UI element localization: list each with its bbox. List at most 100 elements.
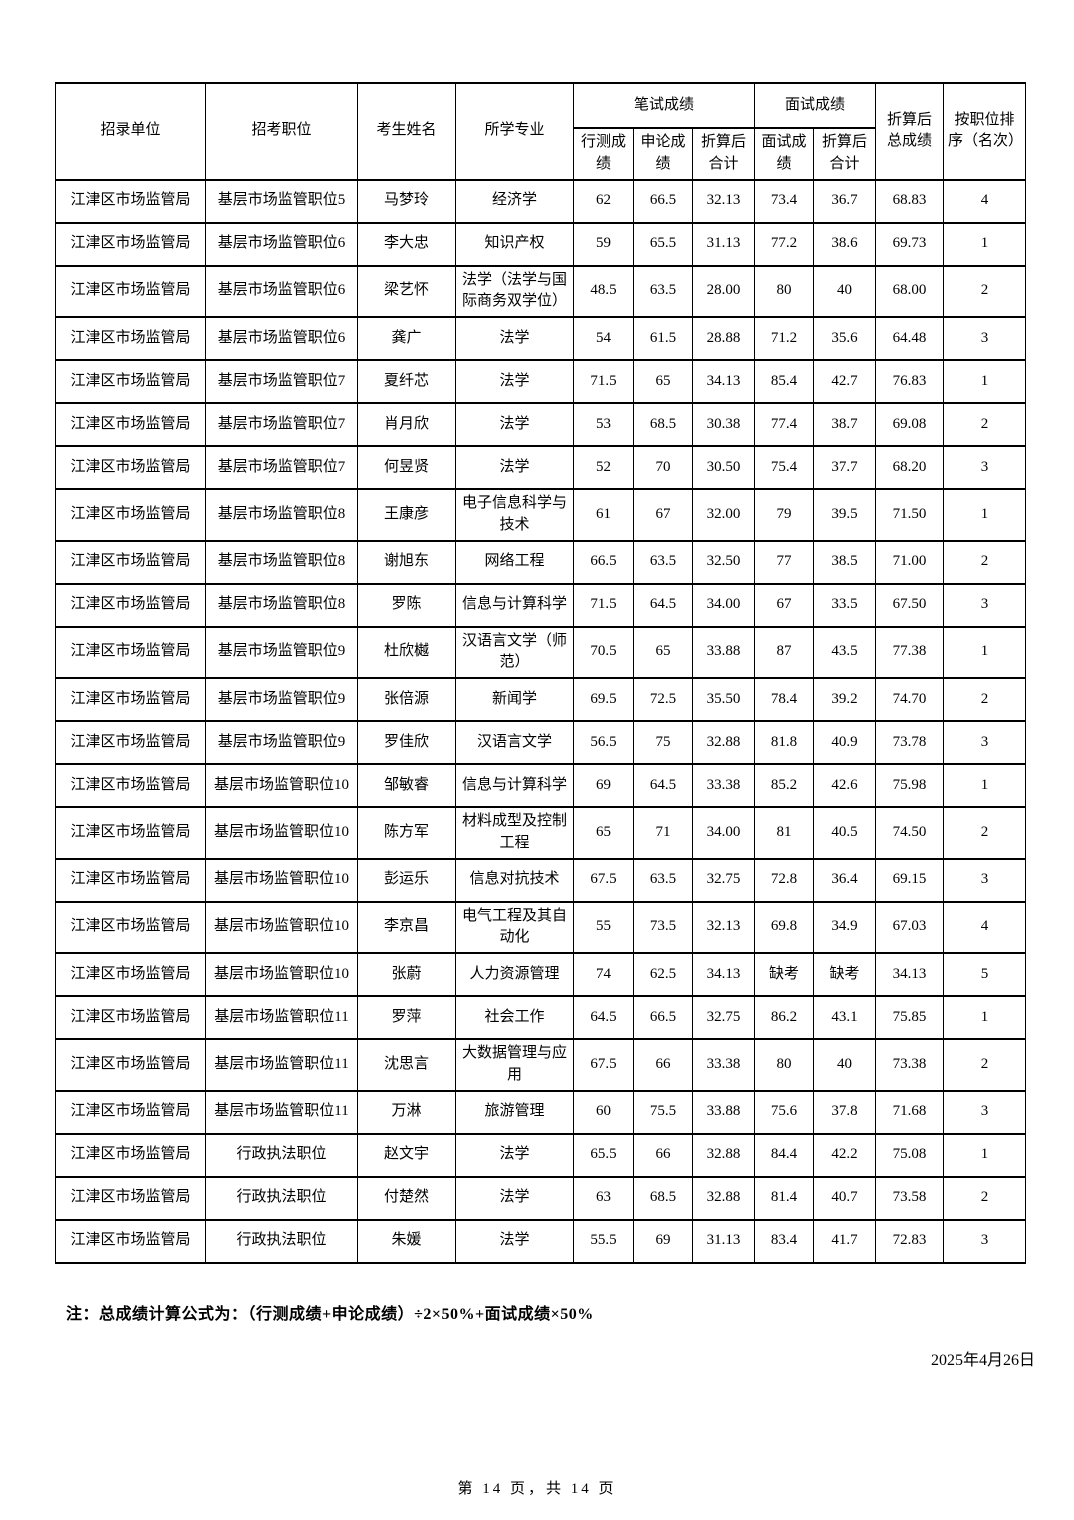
table-cell-interview-score: 77.4 — [754, 402, 815, 447]
table-cell-name: 罗萍 — [357, 995, 456, 1040]
table-cell-written-converted: 34.13 — [691, 359, 756, 404]
table-cell-xingce: 55.5 — [573, 1218, 634, 1264]
table-cell-rank: 1 — [943, 488, 1027, 542]
table-cell-shenlun: 63.5 — [633, 539, 693, 585]
table-cell-interview-converted: 43.5 — [813, 625, 877, 679]
table-cell-unit: 江津区市场监管局 — [55, 539, 206, 585]
table-row: 江津区市场监管局 基层市场监管职位6 李大忠 知识产权 59 65.5 31.13 77.2 3… — [55, 221, 1027, 267]
table-header: 招录单位 招考职位 考生姓名 所学专业 笔试成绩 面试成绩 折算后总成绩 按职位… — [55, 82, 1027, 181]
table-cell-position: 基层市场监管职位7 — [205, 445, 358, 490]
table-cell-major: 法学 — [455, 402, 574, 447]
table-cell-written-converted: 32.13 — [691, 900, 756, 954]
table-cell-position: 基层市场监管职位11 — [205, 1038, 358, 1092]
table-cell-interview-converted: 36.4 — [813, 857, 877, 903]
table-cell-major: 旅游管理 — [455, 1089, 574, 1135]
table-cell-interview-converted: 缺考 — [813, 952, 877, 997]
table-cell-unit: 江津区市场监管局 — [55, 900, 206, 954]
table-cell-interview-score: 75.4 — [754, 445, 815, 490]
table-cell-interview-score: 77 — [754, 539, 815, 585]
table-cell-rank: 1 — [943, 221, 1027, 267]
table-cell-unit: 江津区市场监管局 — [55, 1132, 206, 1178]
table-cell-xingce: 48.5 — [573, 264, 634, 318]
table-cell-unit: 江津区市场监管局 — [55, 221, 206, 267]
table-cell-position: 基层市场监管职位11 — [205, 995, 358, 1040]
table-cell-written-converted: 33.88 — [691, 1089, 756, 1135]
table-cell-interview-score: 67 — [754, 582, 815, 628]
table-cell-unit: 江津区市场监管局 — [55, 1218, 206, 1264]
table-cell-xingce: 70.5 — [573, 625, 634, 679]
table-cell-position: 基层市场监管职位7 — [205, 359, 358, 404]
table-row: 江津区市场监管局 基层市场监管职位7 夏纤芯 法学 71.5 65 34.13 85.4 42.… — [55, 359, 1027, 404]
table-cell-rank: 3 — [943, 445, 1027, 490]
table-cell-unit: 江津区市场监管局 — [55, 1175, 206, 1221]
table-row: 江津区市场监管局 基层市场监管职位8 罗陈 信息与计算科学 71.5 64.5 34.00 6… — [55, 582, 1027, 628]
table-cell-interview-score: 80 — [754, 264, 815, 318]
table-cell-unit: 江津区市场监管局 — [55, 720, 206, 765]
table-cell-written-converted: 32.75 — [691, 857, 756, 903]
table-cell-written-converted: 34.00 — [691, 582, 756, 628]
header-rank: 按职位排序（名次） — [943, 82, 1027, 181]
table-cell-interview-score: 81 — [754, 806, 815, 860]
table-cell-position: 基层市场监管职位10 — [205, 806, 358, 860]
table-cell-written-converted: 32.88 — [691, 720, 756, 765]
table-cell-total: 73.58 — [875, 1175, 945, 1221]
table-cell-written-converted: 33.38 — [691, 763, 756, 808]
table-cell-rank: 3 — [943, 582, 1027, 628]
table-cell-major: 汉语言文学（师范） — [455, 625, 574, 679]
table-row: 江津区市场监管局 基层市场监管职位10 陈方军 材料成型及控制工程 65 71 34.00 8… — [55, 806, 1027, 860]
table-cell-interview-score: 72.8 — [754, 857, 815, 903]
table-cell-rank: 2 — [943, 1038, 1027, 1092]
table-cell-interview-converted: 42.6 — [813, 763, 877, 808]
table-cell-xingce: 69.5 — [573, 677, 634, 722]
table-cell-written-converted: 32.88 — [691, 1175, 756, 1221]
table-cell-unit: 江津区市场监管局 — [55, 995, 206, 1040]
table-cell-xingce: 69 — [573, 763, 634, 808]
table-cell-unit: 江津区市场监管局 — [55, 625, 206, 679]
table-cell-total: 74.70 — [875, 677, 945, 722]
table-cell-xingce: 52 — [573, 445, 634, 490]
table-cell-position: 行政执法职位 — [205, 1175, 358, 1221]
table-row: 江津区市场监管局 基层市场监管职位10 张蔚 人力资源管理 74 62.5 34.13 缺考缺… — [55, 952, 1027, 997]
table-cell-major: 汉语言文学 — [455, 720, 574, 765]
table-cell-rank: 2 — [943, 677, 1027, 722]
table-cell-total: 68.83 — [875, 178, 945, 224]
table-cell-interview-converted: 40.7 — [813, 1175, 877, 1221]
table-body: 江津区市场监管局 基层市场监管职位5 马梦玲 经济学 62 66.5 32.13 73.4 36… — [55, 178, 1027, 1264]
table-cell-interview-converted: 43.1 — [813, 995, 877, 1040]
table-cell-rank: 1 — [943, 359, 1027, 404]
table-cell-total: 73.78 — [875, 720, 945, 765]
table-cell-interview-score: 79 — [754, 488, 815, 542]
table-row: 江津区市场监管局 基层市场监管职位7 肖月欣 法学 53 68.5 30.38 77.4 38.… — [55, 402, 1027, 447]
table-cell-total: 68.00 — [875, 264, 945, 318]
table-cell-shenlun: 65.5 — [633, 221, 693, 267]
table-cell-shenlun: 63.5 — [633, 264, 693, 318]
table-cell-name: 何昱贤 — [357, 445, 456, 490]
table-cell-total: 69.73 — [875, 221, 945, 267]
table-cell-unit: 江津区市场监管局 — [55, 952, 206, 997]
table-cell-major: 法学 — [455, 1132, 574, 1178]
table-cell-interview-converted: 34.9 — [813, 900, 877, 954]
table-cell-shenlun: 75.5 — [633, 1089, 693, 1135]
table-cell-interview-converted: 42.2 — [813, 1132, 877, 1178]
table-cell-interview-score: 83.4 — [754, 1218, 815, 1264]
table-row: 江津区市场监管局 行政执法职位 付楚然 法学 63 68.5 32.88 81.4 40.7 73… — [55, 1175, 1027, 1221]
table-cell-total: 67.50 — [875, 582, 945, 628]
table-cell-interview-score: 缺考 — [754, 952, 815, 997]
table-cell-shenlun: 65 — [633, 359, 693, 404]
table-cell-major: 经济学 — [455, 178, 574, 224]
table-cell-name: 夏纤芯 — [357, 359, 456, 404]
table-cell-name: 李京昌 — [357, 900, 456, 954]
table-cell-name: 杜欣樾 — [357, 625, 456, 679]
table-cell-position: 基层市场监管职位5 — [205, 178, 358, 224]
table-cell-position: 基层市场监管职位8 — [205, 539, 358, 585]
table-cell-rank: 1 — [943, 995, 1027, 1040]
header-xingce: 行测成绩 — [573, 127, 634, 181]
table-cell-shenlun: 71 — [633, 806, 693, 860]
table-cell-position: 基层市场监管职位7 — [205, 402, 358, 447]
table-cell-rank: 2 — [943, 806, 1027, 860]
table-cell-name: 朱媛 — [357, 1218, 456, 1264]
table-cell-position: 基层市场监管职位6 — [205, 264, 358, 318]
table-cell-rank: 3 — [943, 1218, 1027, 1264]
table-cell-interview-converted: 36.7 — [813, 178, 877, 224]
table-cell-shenlun: 64.5 — [633, 763, 693, 808]
